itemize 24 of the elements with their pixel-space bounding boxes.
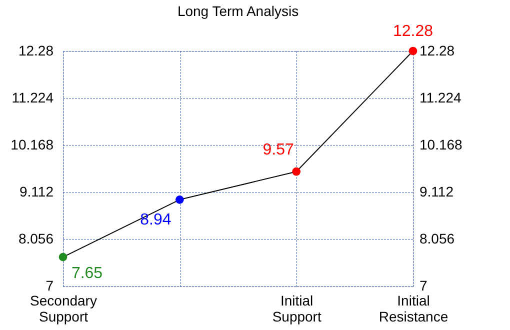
y2-tick-label: 9.112 [420,184,454,200]
data-label: 8.94 [140,212,172,229]
y-tick-label: 9.112 [20,184,54,200]
x-tick-label: Initial Resistance [378,292,448,324]
y-tick-label: 12.28 [18,42,54,58]
y-tick-label: 8.056 [18,230,54,246]
y2-tick-label: 7 [420,278,428,294]
point [408,46,418,56]
x-tick-label: Secondary Support [30,292,97,324]
y-tick-label: 7 [46,278,54,294]
y-tick-label: 10.168 [10,136,54,152]
y2-tick-label: 10.168 [420,136,463,152]
data-label: 7.65 [71,265,103,282]
point [292,167,301,176]
data-label: 9.57 [262,142,294,159]
data-label: 12.28 [392,23,434,40]
point [58,252,68,262]
point [175,195,184,204]
y2-tick-label: 11.224 [420,90,462,106]
y2-tick-label: 12.28 [420,42,455,58]
y-tick-label: 11.224 [12,90,54,106]
chart-title: Long Term Analysis [177,3,299,19]
x-tick-label: Initial Support [272,292,322,324]
y2-tick-label: 8.056 [420,230,455,246]
